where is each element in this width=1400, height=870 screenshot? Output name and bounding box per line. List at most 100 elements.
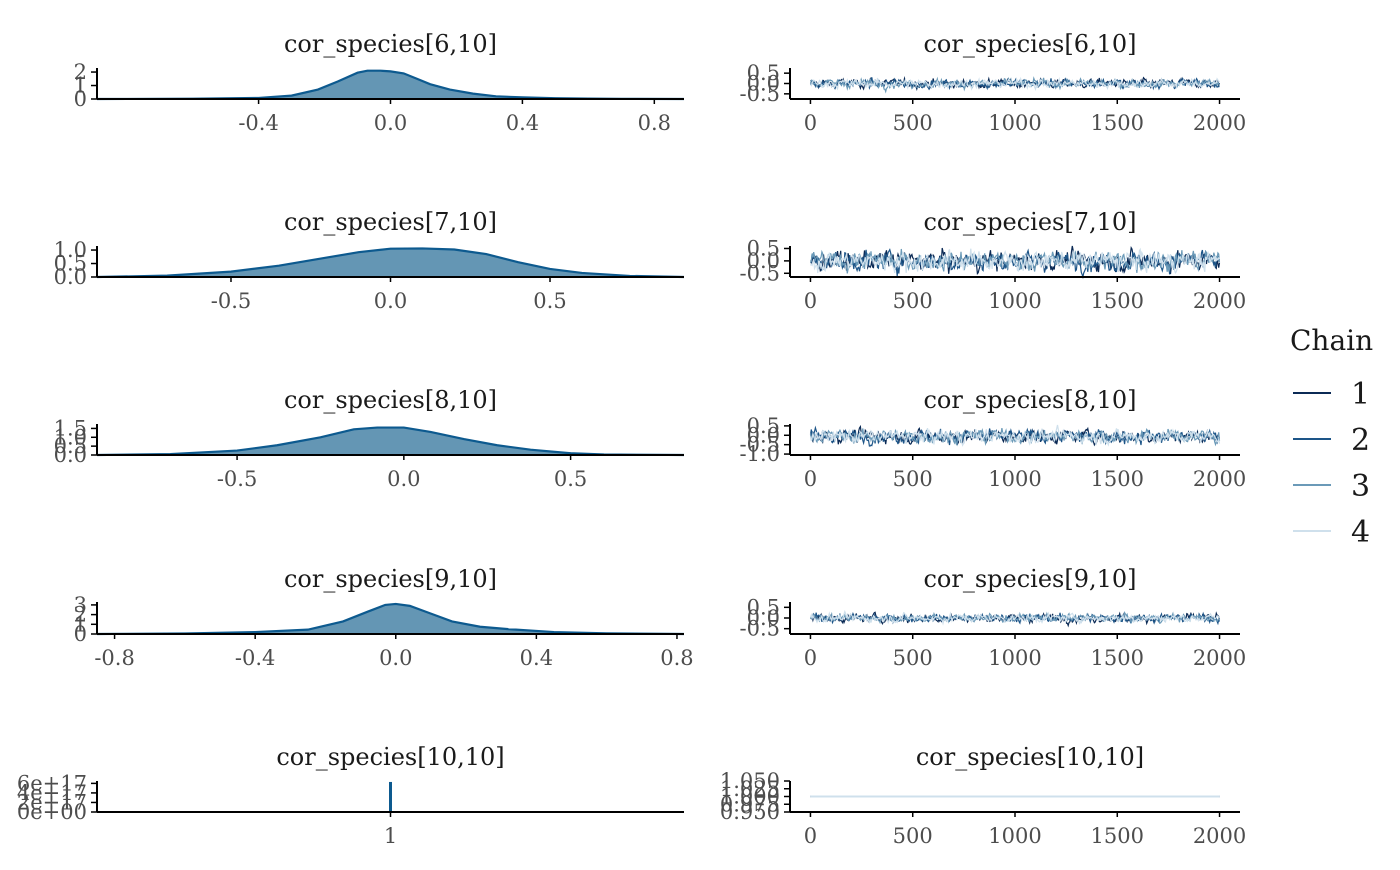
- panel-title: cor_species[9,10]: [923, 565, 1136, 593]
- legend-label: 4: [1351, 515, 1370, 550]
- x-tick-label: 1: [384, 824, 397, 848]
- trace-chain-4: [809, 424, 1221, 447]
- y-tick-label: 0.5: [747, 414, 780, 438]
- panel-title: cor_species[10,10]: [916, 743, 1144, 771]
- x-tick-label: 500: [893, 467, 933, 491]
- y-tick-label: 1.000: [720, 785, 780, 809]
- x-tick-label: 1000: [988, 111, 1041, 135]
- y-tick-label: 1.025: [720, 777, 780, 801]
- legend-label: 2: [1351, 423, 1370, 458]
- x-tick-label: 1000: [988, 646, 1041, 670]
- panel-title: cor_species[8,10]: [923, 386, 1136, 414]
- x-tick-label: 500: [893, 646, 933, 670]
- x-tick-label: 1500: [1091, 467, 1144, 491]
- x-tick-label: 1000: [988, 467, 1041, 491]
- panel-title: cor_species[9,10]: [284, 565, 497, 593]
- x-tick-label: 1500: [1091, 646, 1144, 670]
- panel-title: cor_species[8,10]: [284, 386, 497, 414]
- panel-title: cor_species[7,10]: [923, 208, 1136, 236]
- y-tick-label: 0.5: [747, 236, 780, 260]
- panel-title: cor_species[7,10]: [284, 208, 497, 236]
- x-tick-label: 2000: [1193, 467, 1246, 491]
- panel-3-trace: cor_species[7,10] 0 500 1000 1500 2000 -0.50.0…: [740, 208, 1247, 313]
- density-curve: [96, 69, 685, 101]
- trace-chain-4: [810, 76, 1220, 92]
- panel-1-trace: cor_species[6,10] 0 500 1000 1500 2000 -0.50.0…: [740, 30, 1247, 135]
- x-tick-label: 0: [804, 289, 817, 313]
- x-tick-label: 0.0: [379, 646, 412, 670]
- chain-legend: Chain 1 2 3 4: [1290, 324, 1373, 550]
- y-tick-label: 1.5: [54, 416, 87, 440]
- x-tick-label: 0.8: [660, 646, 693, 670]
- density-area: [97, 248, 684, 277]
- x-tick-label: 0: [804, 111, 817, 135]
- y-tick-label: 2: [74, 603, 87, 627]
- y-tick-label: -0.5: [740, 261, 781, 285]
- x-tick-label: 0.5: [533, 289, 566, 313]
- x-tick-label: 2000: [1193, 824, 1246, 848]
- y-tick-label: 4e+17: [17, 781, 87, 805]
- trace-chain-4: [809, 609, 1220, 626]
- y-tick-label: 0.5: [747, 595, 780, 619]
- y-tick-label: 0.950: [720, 800, 780, 824]
- y-tick-label: 0: [74, 87, 87, 111]
- y-tick-label: 0e+00: [17, 800, 87, 824]
- density-curve: [96, 247, 685, 279]
- y-tick-label: 6e+17: [17, 771, 87, 795]
- panel-4-density: cor_species[8,10]-0.5 0.0 0.50.00.51.01.5: [54, 386, 685, 491]
- x-tick-label: 0.0: [374, 289, 407, 313]
- x-tick-label: 0: [804, 646, 817, 670]
- x-tick-label: 0.4: [520, 646, 553, 670]
- y-tick-label: 0.0: [54, 265, 87, 289]
- y-tick-label: 1: [74, 74, 87, 98]
- y-tick-label: 0.5: [747, 61, 780, 85]
- panel-0-density: cor_species[6,10] -0.4 0.0 0.4 0.8 012: [74, 30, 685, 135]
- x-tick-label: -0.5: [217, 467, 258, 491]
- density-area: [97, 603, 684, 634]
- x-tick-label: 1500: [1091, 289, 1144, 313]
- y-tick-label: 0.0: [747, 423, 780, 447]
- y-tick-label: 0.5: [54, 252, 87, 276]
- y-tick-label: 0.0: [747, 72, 780, 96]
- trace-chain-1: [810, 611, 1221, 628]
- legend-title: Chain: [1290, 324, 1373, 357]
- x-tick-label: 500: [893, 111, 933, 135]
- y-tick-label: 1: [74, 612, 87, 636]
- x-tick-label: 1000: [988, 289, 1041, 313]
- x-tick-label: 0.8: [638, 111, 671, 135]
- x-tick-label: 1500: [1091, 111, 1144, 135]
- panel-2-density: cor_species[7,10]-0.5 0.0 0.50.00.51.0: [54, 208, 685, 313]
- y-tick-label: 0.975: [720, 792, 780, 816]
- panel-9-trace: cor_species[10,10] 0 500 1000 1500 2000 0.9500…: [720, 743, 1246, 848]
- x-tick-label: 500: [893, 289, 933, 313]
- y-tick-label: -0.5: [740, 82, 781, 106]
- y-tick-label: 1.0: [54, 425, 87, 449]
- density-area: [97, 427, 684, 455]
- x-tick-label: -0.5: [211, 289, 252, 313]
- x-tick-label: -0.4: [235, 646, 276, 670]
- y-tick-label: -1.0: [740, 442, 781, 466]
- legend-label: 3: [1351, 469, 1370, 504]
- x-tick-label: 2000: [1193, 646, 1246, 670]
- x-tick-label: 0.5: [554, 467, 587, 491]
- y-tick-label: 1.0: [54, 238, 87, 262]
- panel-7-trace: cor_species[9,10] 0 500 1000 1500 2000 -0.50.0…: [740, 565, 1247, 670]
- panel-title: cor_species[6,10]: [284, 30, 497, 58]
- x-tick-label: 0.4: [506, 111, 539, 135]
- x-tick-label: 2000: [1193, 289, 1246, 313]
- panel-title: cor_species[10,10]: [276, 743, 504, 771]
- y-tick-label: 2: [74, 60, 87, 84]
- y-tick-label: 0.0: [54, 443, 87, 467]
- x-tick-label: 0: [804, 467, 817, 491]
- x-tick-label: 0.0: [374, 111, 407, 135]
- y-tick-label: 0.0: [747, 606, 780, 630]
- panel-5-trace: cor_species[8,10] 0 500 1000 1500 2000 -1.0-0.…: [740, 386, 1247, 491]
- density-area: [97, 70, 684, 99]
- x-tick-label: 0.0: [387, 467, 420, 491]
- legend-label: 1: [1351, 377, 1370, 412]
- y-tick-label: 2e+17: [17, 790, 87, 814]
